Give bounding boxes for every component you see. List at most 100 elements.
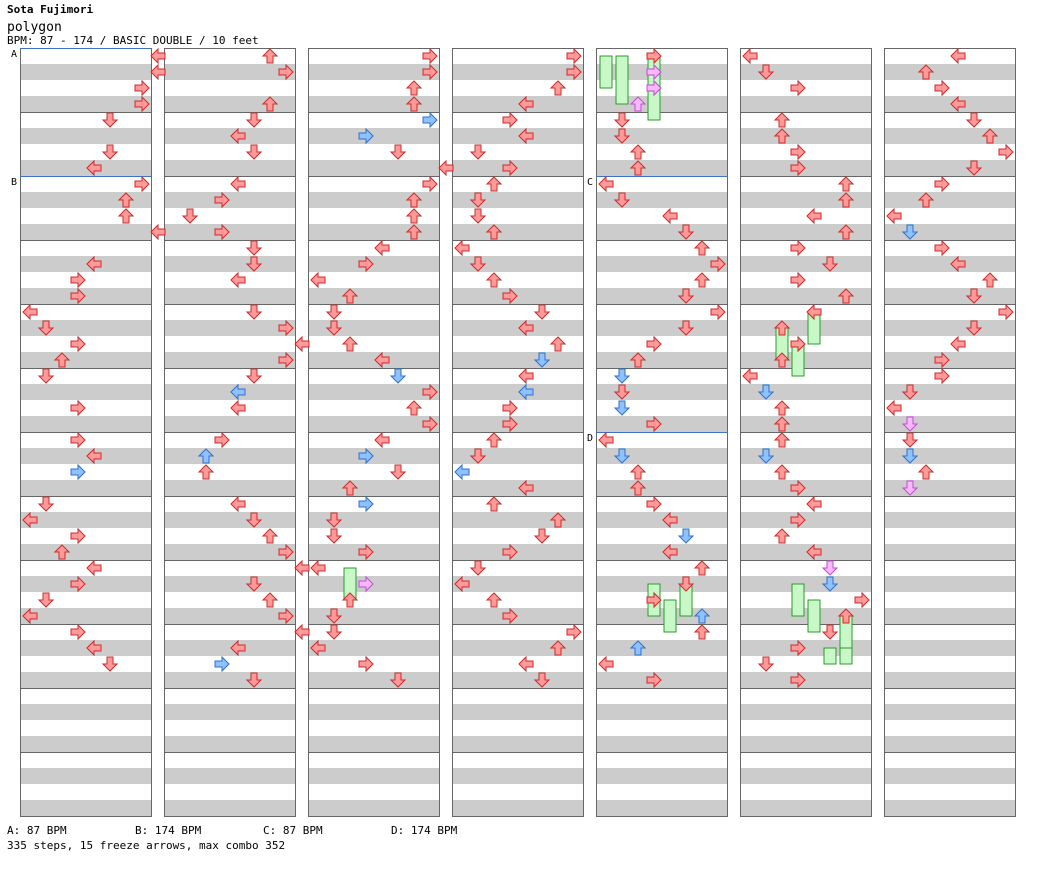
beat-stripe [452, 544, 584, 560]
step-arrow-icon [646, 335, 662, 353]
beat-stripe [164, 288, 296, 304]
step-arrow-icon [374, 351, 390, 369]
chart-info: BPM: 87 - 174 / BASIC DOUBLE / 10 feet [7, 34, 259, 47]
step-arrow-icon [405, 224, 423, 240]
step-arrow-icon [646, 671, 662, 689]
freeze-arrow-icon [807, 599, 821, 633]
step-arrow-icon [598, 431, 614, 449]
beat-stripe [20, 288, 152, 304]
beat-stripe [20, 672, 152, 688]
step-arrow-icon [613, 112, 631, 128]
step-arrow-icon [790, 335, 806, 353]
beat-stripe [596, 224, 728, 240]
beat-stripe [596, 416, 728, 432]
step-arrow-icon [294, 559, 310, 577]
beat-stripe [164, 256, 296, 272]
beat-stripe [164, 160, 296, 176]
beat-stripe [308, 800, 440, 816]
step-arrow-icon [742, 47, 758, 65]
step-arrow-icon [70, 463, 86, 481]
step-arrow-icon [422, 415, 438, 433]
step-arrow-icon [485, 224, 503, 240]
step-arrow-icon [278, 607, 294, 625]
step-arrow-icon [502, 287, 518, 305]
step-arrow-icon [646, 591, 662, 609]
step-arrow-icon [37, 592, 55, 608]
step-arrow-icon [613, 192, 631, 208]
beat-stripe [884, 544, 1016, 560]
step-arrow-icon [790, 143, 806, 161]
step-arrow-icon [790, 511, 806, 529]
beat-stripe [20, 128, 152, 144]
beat-stripe [308, 320, 440, 336]
beat-stripe [20, 704, 152, 720]
beat-stripe [740, 192, 872, 208]
step-arrow-icon [261, 96, 279, 112]
step-arrow-icon [790, 79, 806, 97]
step-arrow-icon [950, 255, 966, 273]
beat-stripe [164, 480, 296, 496]
beat-stripe [740, 608, 872, 624]
freeze-arrow-icon [599, 55, 613, 89]
step-arrow-icon [806, 543, 822, 561]
step-arrow-icon [533, 304, 551, 320]
step-arrow-icon [358, 447, 374, 465]
chart-column [164, 48, 296, 817]
step-arrow-icon [533, 672, 551, 688]
step-arrow-icon [70, 527, 86, 545]
step-arrow-icon [485, 496, 503, 512]
beat-stripe [884, 704, 1016, 720]
step-arrow-icon [389, 368, 407, 384]
beat-stripe [164, 384, 296, 400]
beat-stripe [596, 800, 728, 816]
step-arrow-icon [518, 479, 534, 497]
beat-stripe [452, 608, 584, 624]
step-arrow-icon [773, 352, 791, 368]
beat-stripe [452, 256, 584, 272]
beat-stripe [740, 320, 872, 336]
step-arrow-icon [821, 624, 839, 640]
step-arrow-icon [214, 223, 230, 241]
step-arrow-icon [502, 111, 518, 129]
section-label: D [587, 433, 593, 444]
step-arrow-icon [773, 320, 791, 336]
beat-stripe [308, 736, 440, 752]
step-arrow-icon [358, 543, 374, 561]
step-arrow-icon [917, 192, 935, 208]
step-arrow-icon [901, 416, 919, 432]
step-arrow-icon [917, 464, 935, 480]
beat-stripe [164, 128, 296, 144]
beat-stripe [884, 768, 1016, 784]
beat-stripe [164, 448, 296, 464]
beat-stripe [452, 416, 584, 432]
beat-stripe [308, 128, 440, 144]
beat-stripe [308, 608, 440, 624]
step-arrow-icon [325, 512, 343, 528]
beat-stripe [164, 704, 296, 720]
step-arrow-icon [405, 400, 423, 416]
bpm-legend-item: B: 174 BPM [135, 824, 202, 837]
beat-stripe [884, 672, 1016, 688]
step-arrow-icon [566, 623, 582, 641]
step-arrow-icon [646, 495, 662, 513]
step-arrow-icon [389, 144, 407, 160]
beat-stripe [452, 352, 584, 368]
beat-stripe [596, 704, 728, 720]
step-arrow-icon [358, 127, 374, 145]
step-arrow-icon [693, 560, 711, 576]
beat-stripe [308, 672, 440, 688]
bpm-legend-item: D: 174 BPM [391, 824, 458, 837]
beat-stripe [596, 96, 728, 112]
step-arrow-icon [566, 63, 582, 81]
step-arrow-icon [22, 303, 38, 321]
beat-stripe [596, 768, 728, 784]
step-arrow-icon [613, 128, 631, 144]
step-arrow-icon [341, 592, 359, 608]
step-arrow-icon [469, 256, 487, 272]
beat-stripe [596, 512, 728, 528]
beat-stripe [740, 576, 872, 592]
step-arrow-icon [294, 335, 310, 353]
beat-stripe [164, 416, 296, 432]
step-arrow-icon [790, 479, 806, 497]
beat-stripe [308, 352, 440, 368]
